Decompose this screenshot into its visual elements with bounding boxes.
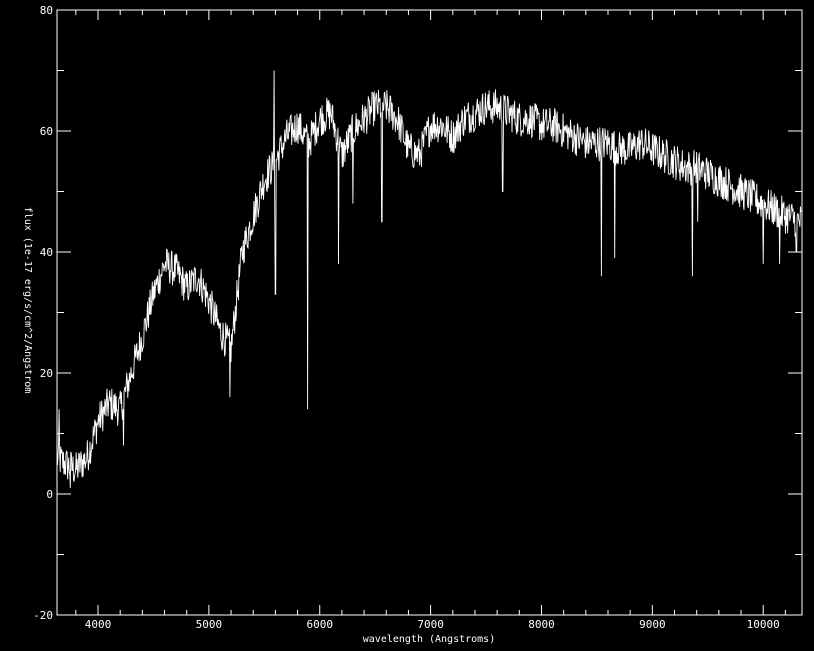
y-tick-label: 0	[46, 488, 53, 501]
y-tick-label: 60	[40, 125, 53, 138]
x-tick-label: 5000	[196, 618, 223, 631]
spectrum-series	[56, 70, 803, 488]
x-tick-label: 8000	[528, 618, 555, 631]
x-axis-title: wavelength (Angstroms)	[363, 634, 495, 645]
x-tick-label: 9000	[639, 618, 666, 631]
axis-ticks: 4000 5000 6000 7000 8000 9000 10000 -20 0 20 40 60 8…	[33, 4, 802, 631]
y-tick-label: 20	[40, 367, 53, 380]
x-tick-label: 6000	[306, 618, 333, 631]
y-tick-label: -20	[33, 609, 53, 622]
y-tick-label: 40	[40, 246, 53, 259]
x-tick-label: 4000	[85, 618, 112, 631]
y-axis-title: flux (1e-17 erg/s/cm^2/Angstrom	[22, 207, 33, 394]
x-tick-label: 7000	[417, 618, 444, 631]
spectrum-line	[56, 70, 803, 488]
x-tick-label: 10000	[747, 618, 780, 631]
y-tick-label: 80	[40, 4, 53, 17]
